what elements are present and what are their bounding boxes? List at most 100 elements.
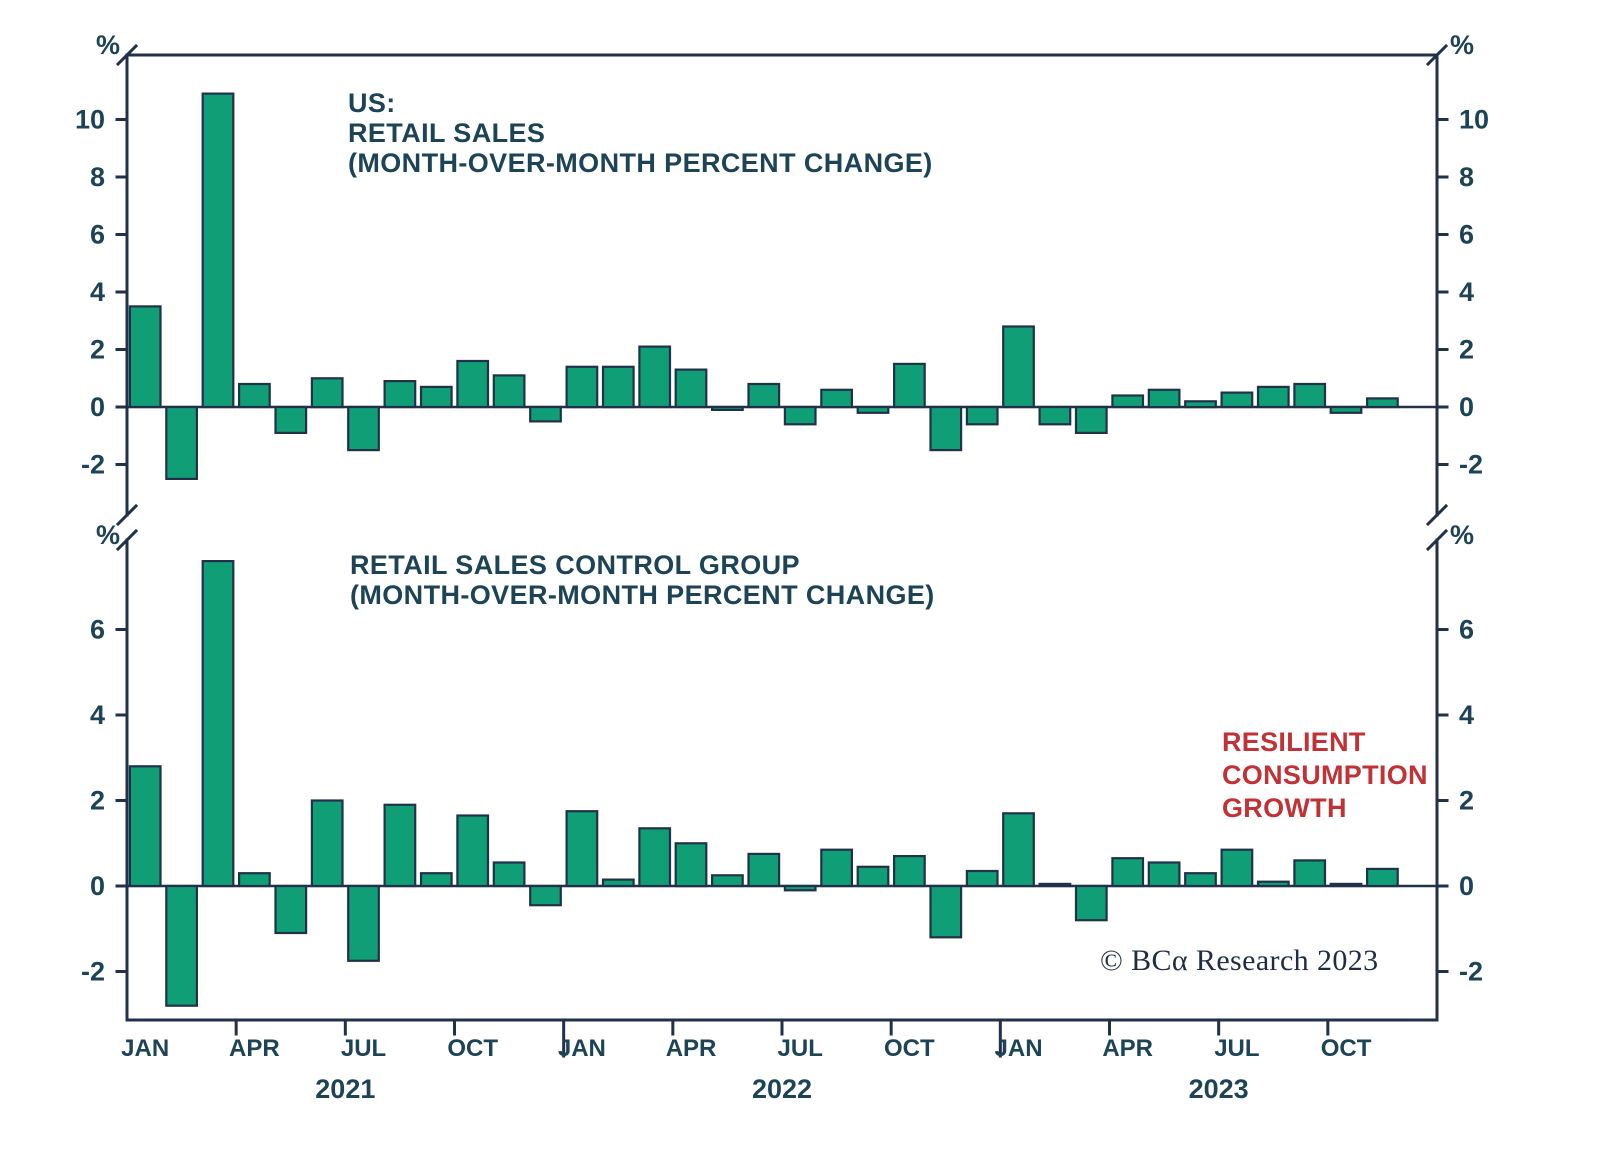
bar: [128, 305, 162, 409]
axis-line: [115, 43, 139, 67]
x-tick-label: APR: [229, 1035, 280, 1062]
x-tick-label: OCT: [1321, 1035, 1372, 1062]
bar: [965, 869, 999, 888]
x-tick-label: JUL: [1214, 1035, 1259, 1062]
bar: [565, 810, 599, 888]
bar: [1220, 391, 1254, 409]
bar: [274, 405, 308, 434]
year-label: 2023: [1189, 1074, 1249, 1104]
bar: [238, 872, 271, 888]
y-tick-label-left: 10: [75, 105, 105, 135]
bar: [565, 365, 599, 409]
bar: [1038, 882, 1072, 888]
bar: [1329, 882, 1363, 888]
bar: [1038, 405, 1072, 426]
bar: [1220, 848, 1254, 888]
bar: [1074, 884, 1108, 922]
bar: [201, 559, 235, 888]
x-tick-label: OCT: [884, 1035, 935, 1062]
annotation-line2: CONSUMPTION: [1222, 760, 1428, 790]
bar: [238, 382, 271, 409]
bar: [674, 368, 708, 409]
bar: [456, 814, 490, 888]
y-tick-label-left: -2: [81, 957, 105, 987]
bar: [856, 865, 890, 888]
bar: [710, 874, 744, 888]
bar: [347, 405, 380, 452]
bar: [456, 359, 490, 409]
y-tick-label-left: -2: [81, 450, 105, 480]
annotation-line1: RESILIENT: [1222, 727, 1366, 757]
axis-line: [1425, 43, 1449, 67]
bar: [529, 884, 562, 907]
bar: [1111, 857, 1145, 888]
y-tick-label-left: 2: [90, 335, 105, 365]
axis-line: [1425, 528, 1449, 552]
bar: [274, 884, 308, 935]
y-tick-label-right: 4: [1459, 277, 1474, 307]
x-tick-label: JAN: [121, 1035, 169, 1062]
bar: [1184, 872, 1217, 888]
panel2-title: RETAIL SALES CONTROL GROUP (MONTH-OVER-M…: [350, 550, 935, 610]
axis-line: [1425, 503, 1449, 527]
bar: [1256, 385, 1290, 409]
bar: [1293, 382, 1327, 409]
bar: [201, 92, 235, 409]
bar: [1147, 388, 1181, 409]
y-tick-label-right: 4: [1459, 700, 1474, 730]
y-tick-label-left: 6: [90, 615, 105, 645]
bar: [892, 362, 926, 409]
bar: [892, 854, 926, 888]
panel1-title-line3: (MONTH-OVER-MONTH PERCENT CHANGE): [348, 148, 933, 178]
bar: [383, 380, 417, 409]
copyright-text: © BCα Research 2023: [1100, 944, 1379, 977]
bar: [347, 884, 380, 962]
axis-line: [115, 503, 139, 527]
bar: [1365, 867, 1399, 888]
bar: [783, 884, 817, 892]
bar: [638, 345, 672, 409]
bar: [601, 878, 635, 888]
bar: [1293, 859, 1327, 888]
x-tick-label: APR: [666, 1035, 717, 1062]
bar: [1002, 325, 1035, 409]
y-tick-label-right: 2: [1459, 335, 1474, 365]
annotation-line3: GROWTH: [1222, 793, 1347, 823]
bar: [747, 382, 781, 409]
bar: [965, 405, 999, 426]
y-tick-label-left: 2: [90, 786, 105, 816]
x-tick-label: JUL: [341, 1035, 386, 1062]
bar: [783, 405, 817, 426]
y-tick-label-right: 8: [1459, 162, 1474, 192]
x-tick-label: JAN: [558, 1035, 606, 1062]
y-tick-label-right: -2: [1459, 450, 1483, 480]
panel2-unit-left: %: [95, 520, 120, 550]
bar: [820, 848, 853, 888]
bar: [929, 884, 963, 939]
panel2-title-line1: RETAIL SALES CONTROL GROUP: [350, 550, 800, 580]
y-tick-label-left: 6: [90, 220, 105, 250]
y-tick-label-right: 0: [1459, 392, 1474, 422]
bar: [1365, 397, 1399, 409]
year-label: 2022: [752, 1074, 812, 1104]
axis-line: [115, 528, 139, 552]
bar: [601, 365, 635, 409]
bar: [1002, 812, 1035, 888]
y-tick-label-left: 0: [90, 392, 105, 422]
bar: [165, 405, 199, 481]
y-tick-label-left: 0: [90, 871, 105, 901]
bar: [383, 803, 417, 888]
bar: [820, 388, 853, 409]
y-tick-label-right: -2: [1459, 957, 1483, 987]
x-tick-label: OCT: [447, 1035, 498, 1062]
bar: [1074, 405, 1108, 434]
panel1-unit-right: %: [1449, 30, 1474, 60]
bar: [310, 799, 344, 888]
bar: [710, 405, 744, 412]
bar: [310, 377, 344, 409]
y-tick-label-right: 2: [1459, 786, 1474, 816]
y-tick-label-right: 6: [1459, 615, 1474, 645]
y-tick-label-left: 4: [90, 277, 105, 307]
bar: [1184, 400, 1217, 409]
